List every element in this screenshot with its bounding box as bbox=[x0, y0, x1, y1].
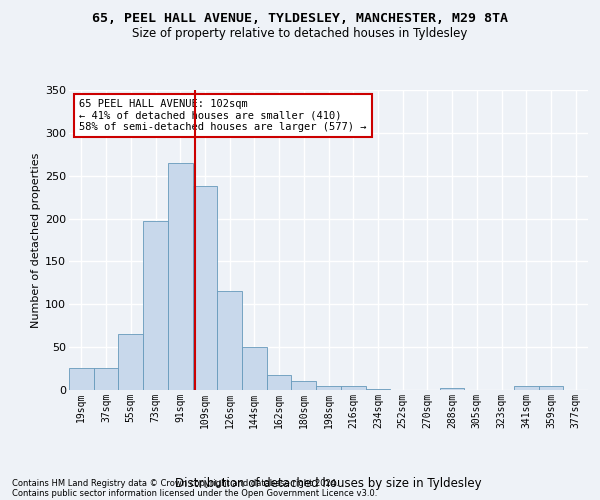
Text: 65 PEEL HALL AVENUE: 102sqm
← 41% of detached houses are smaller (410)
58% of se: 65 PEEL HALL AVENUE: 102sqm ← 41% of det… bbox=[79, 99, 367, 132]
Bar bbox=[69, 368, 94, 390]
X-axis label: Distribution of detached houses by size in Tyldesley: Distribution of detached houses by size … bbox=[175, 476, 482, 490]
Bar bbox=[341, 386, 365, 390]
Bar bbox=[267, 376, 292, 390]
Text: Size of property relative to detached houses in Tyldesley: Size of property relative to detached ho… bbox=[133, 28, 467, 40]
Text: 65, PEEL HALL AVENUE, TYLDESLEY, MANCHESTER, M29 8TA: 65, PEEL HALL AVENUE, TYLDESLEY, MANCHES… bbox=[92, 12, 508, 26]
Bar bbox=[539, 386, 563, 390]
Bar bbox=[143, 221, 168, 390]
Bar bbox=[118, 334, 143, 390]
Y-axis label: Number of detached properties: Number of detached properties bbox=[31, 152, 41, 328]
Bar bbox=[514, 386, 539, 390]
Bar bbox=[242, 347, 267, 390]
Bar bbox=[365, 389, 390, 390]
Bar bbox=[217, 290, 242, 390]
Bar bbox=[168, 163, 193, 390]
Bar bbox=[193, 186, 217, 390]
Bar bbox=[440, 388, 464, 390]
Bar bbox=[94, 368, 118, 390]
Bar bbox=[292, 382, 316, 390]
Text: Contains public sector information licensed under the Open Government Licence v3: Contains public sector information licen… bbox=[12, 488, 377, 498]
Bar bbox=[316, 386, 341, 390]
Text: Contains HM Land Registry data © Crown copyright and database right 2024.: Contains HM Land Registry data © Crown c… bbox=[12, 478, 338, 488]
